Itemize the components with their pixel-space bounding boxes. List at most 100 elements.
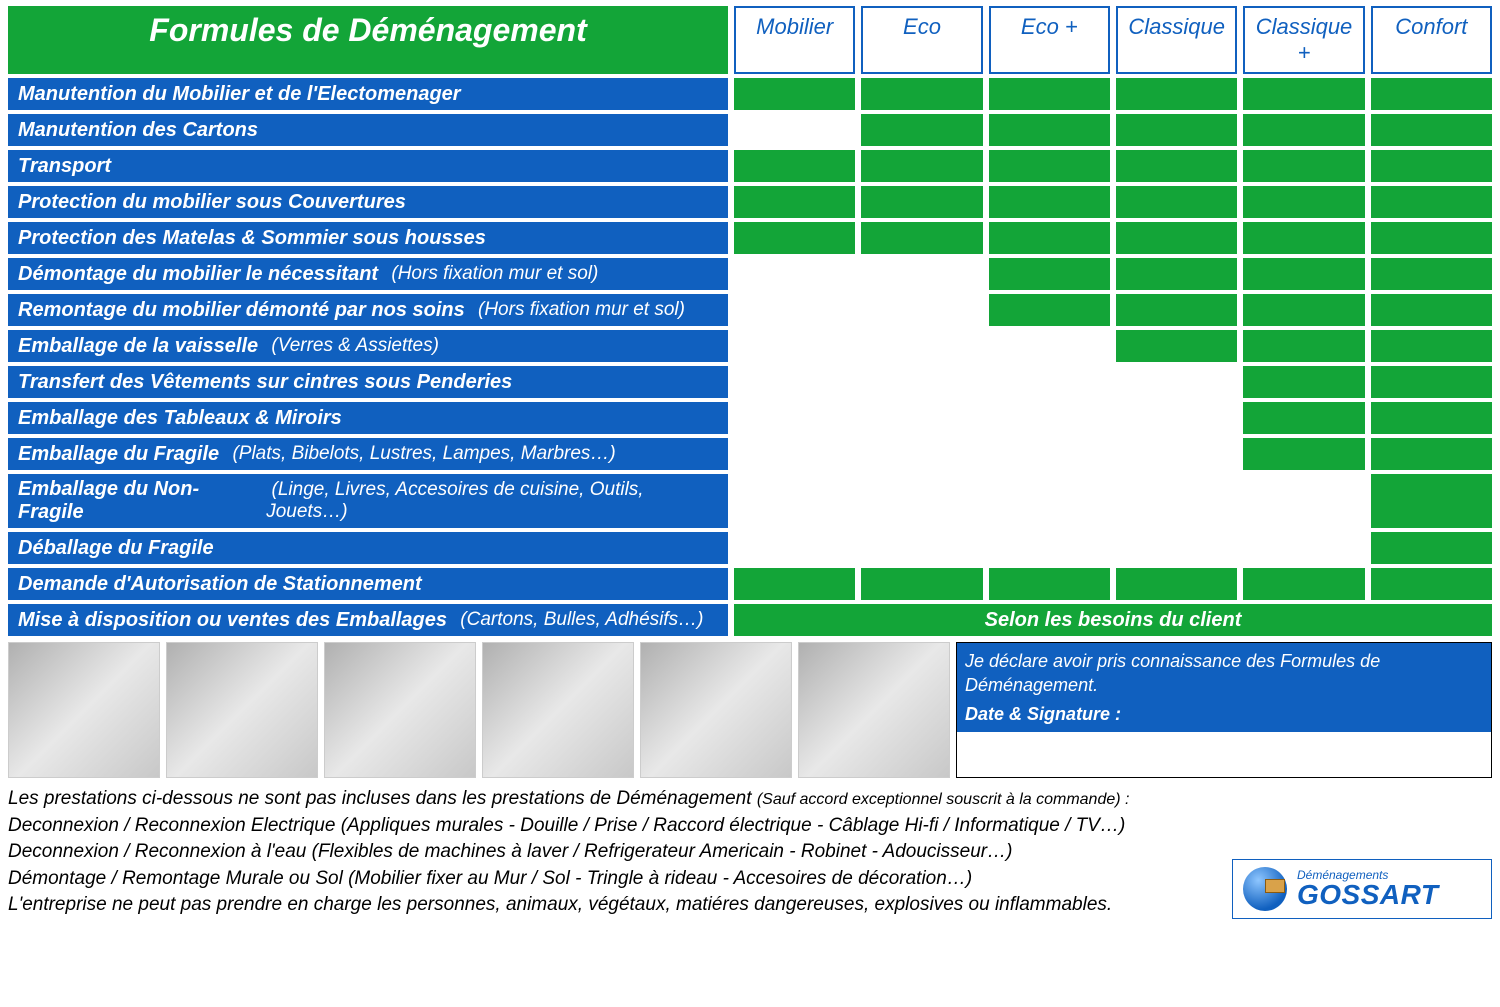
signature-header: Je déclare avoir pris connaissance des F… — [957, 643, 1491, 732]
excluded-cell — [734, 438, 855, 470]
included-cell — [861, 150, 982, 182]
included-cell — [1243, 114, 1364, 146]
row-label: Déballage du Fragile — [8, 532, 728, 564]
included-cell — [1243, 78, 1364, 110]
excluded-cell — [989, 402, 1110, 434]
included-cell — [989, 222, 1110, 254]
excluded-cell — [1243, 532, 1364, 564]
included-cell — [861, 568, 982, 600]
included-cell — [1116, 294, 1237, 326]
included-cell — [861, 186, 982, 218]
disclaimer-line: Démontage / Remontage Murale ou Sol (Mob… — [8, 866, 1222, 893]
excluded-cell — [861, 474, 982, 528]
included-cell — [989, 568, 1110, 600]
excluded-cell — [1116, 438, 1237, 470]
excluded-cell — [861, 366, 982, 398]
excluded-cell — [861, 402, 982, 434]
included-cell — [1116, 568, 1237, 600]
included-cell — [1243, 402, 1364, 434]
excluded-cell — [734, 114, 855, 146]
company-logo: Déménagements GOSSART — [1232, 859, 1492, 919]
included-cell — [1371, 366, 1492, 398]
included-cell — [861, 78, 982, 110]
photo-row: Je déclare avoir pris connaissance des F… — [8, 642, 1492, 778]
signature-ack: Je déclare avoir pris connaissance des F… — [965, 649, 1483, 698]
plan-header: Eco — [861, 6, 982, 74]
included-cell — [1116, 150, 1237, 182]
excluded-cell — [734, 474, 855, 528]
row-label: Emballage du Fragile (Plats, Bibelots, L… — [8, 438, 728, 470]
photo-placeholder — [640, 642, 792, 778]
row-label: Protection des Matelas & Sommier sous ho… — [8, 222, 728, 254]
included-cell — [861, 222, 982, 254]
row-label: Emballage du Non-Fragile (Linge, Livres,… — [8, 474, 728, 528]
row-label: Démontage du mobilier le nécessitant (Ho… — [8, 258, 728, 290]
included-cell — [734, 186, 855, 218]
plan-header: Mobilier — [734, 6, 855, 74]
excluded-cell — [734, 258, 855, 290]
included-cell — [1116, 330, 1237, 362]
signature-date-label: Date & Signature : — [965, 702, 1483, 726]
included-cell — [989, 258, 1110, 290]
included-cell — [1371, 294, 1492, 326]
logo-text: Déménagements GOSSART — [1297, 869, 1438, 909]
included-cell — [989, 294, 1110, 326]
disclaimer-lead-sub: (Sauf accord exceptionnel souscrit à la … — [757, 791, 1130, 808]
page: Formules de DéménagementMobilierEcoEco +… — [0, 0, 1500, 927]
excluded-cell — [989, 532, 1110, 564]
included-cell — [861, 114, 982, 146]
included-cell — [1371, 150, 1492, 182]
excluded-cell — [861, 438, 982, 470]
included-cell — [1243, 330, 1364, 362]
included-cell — [1243, 222, 1364, 254]
row-label: Demande d'Autorisation de Stationnement — [8, 568, 728, 600]
signature-area[interactable] — [957, 732, 1491, 777]
disclaimer-line: Deconnexion / Reconnexion Electrique (Ap… — [8, 813, 1222, 840]
row-label: Manutention des Cartons — [8, 114, 728, 146]
excluded-cell — [861, 532, 982, 564]
plan-header: Eco + — [989, 6, 1110, 74]
client-needs-note: Selon les besoins du client — [734, 604, 1492, 636]
excluded-cell — [1116, 532, 1237, 564]
included-cell — [989, 186, 1110, 218]
photo-placeholder — [166, 642, 318, 778]
signature-box: Je déclare avoir pris connaissance des F… — [956, 642, 1492, 778]
included-cell — [989, 114, 1110, 146]
photo-placeholder — [798, 642, 950, 778]
logo-big: GOSSART — [1297, 881, 1438, 909]
included-cell — [1243, 366, 1364, 398]
plan-header: Classique — [1116, 6, 1237, 74]
included-cell — [1243, 186, 1364, 218]
excluded-cell — [1116, 366, 1237, 398]
disclaimer-lead: Les prestations ci-dessous ne sont pas i… — [8, 786, 1222, 813]
disclaimer-line: L'entreprise ne peut pas prendre en char… — [8, 892, 1222, 919]
disclaimer: Les prestations ci-dessous ne sont pas i… — [8, 786, 1492, 919]
included-cell — [1371, 114, 1492, 146]
excluded-cell — [989, 330, 1110, 362]
photo-placeholder — [324, 642, 476, 778]
included-cell — [1116, 186, 1237, 218]
included-cell — [734, 78, 855, 110]
included-cell — [1371, 532, 1492, 564]
included-cell — [1371, 474, 1492, 528]
included-cell — [1371, 438, 1492, 470]
included-cell — [1116, 258, 1237, 290]
comparison-table: Formules de DéménagementMobilierEcoEco +… — [8, 6, 1492, 636]
excluded-cell — [989, 438, 1110, 470]
photo-placeholder — [8, 642, 160, 778]
row-label: Transfert des Vêtements sur cintres sous… — [8, 366, 728, 398]
excluded-cell — [861, 330, 982, 362]
excluded-cell — [734, 402, 855, 434]
photo-placeholder — [482, 642, 634, 778]
row-label: Remontage du mobilier démonté par nos so… — [8, 294, 728, 326]
included-cell — [1116, 222, 1237, 254]
included-cell — [1371, 258, 1492, 290]
excluded-cell — [734, 330, 855, 362]
excluded-cell — [861, 258, 982, 290]
disclaimer-lead-text: Les prestations ci-dessous ne sont pas i… — [8, 788, 752, 809]
disclaimer-line: Deconnexion / Reconnexion à l'eau (Flexi… — [8, 839, 1222, 866]
excluded-cell — [734, 366, 855, 398]
included-cell — [1243, 258, 1364, 290]
included-cell — [1371, 568, 1492, 600]
included-cell — [1371, 402, 1492, 434]
